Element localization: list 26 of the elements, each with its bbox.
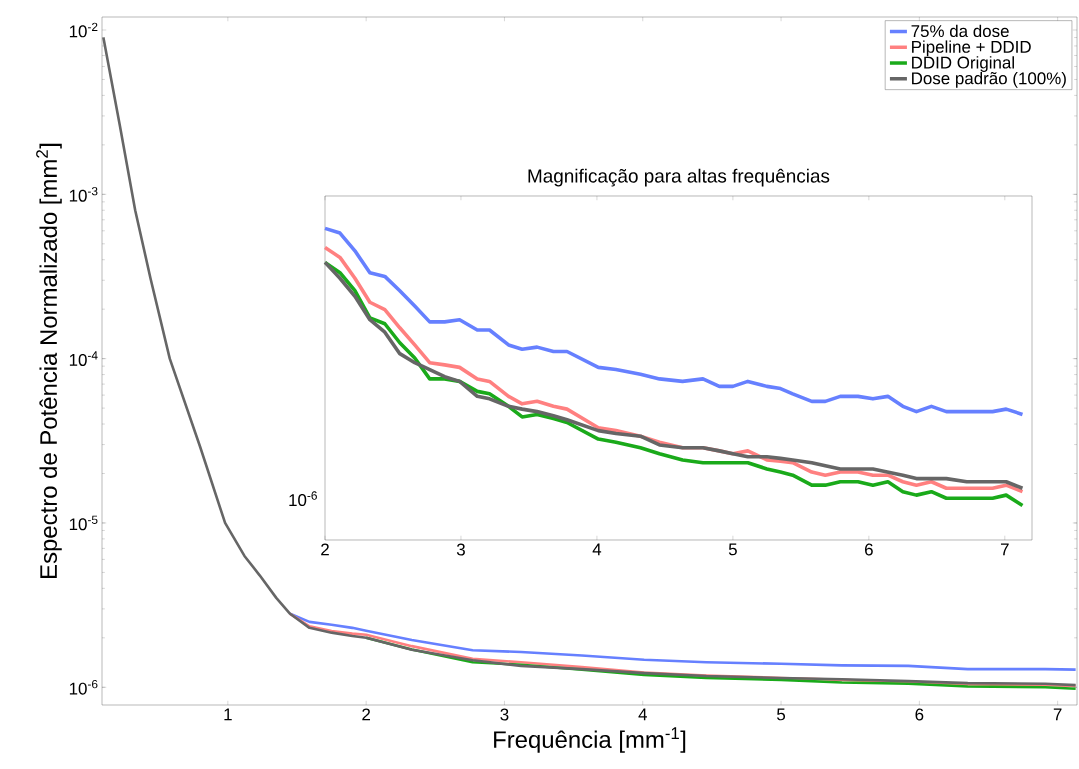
legend-label: Pipeline + DDID [912, 40, 1031, 57]
x-tick-label: 7 [1053, 708, 1062, 721]
x-axis-title: Frequência [mm$^{-1}$] [494, 727, 686, 753]
x-tick-label: 4 [638, 708, 647, 721]
y-tick-label: 10$^{-5}$ [69, 515, 98, 531]
x-tick-label: 1 [224, 708, 232, 721]
x-tick-label: 5 [728, 543, 737, 556]
x-tick-label: 7 [1000, 543, 1009, 556]
x-tick-label: 3 [456, 543, 465, 556]
y-tick-label: 10$^{-3}$ [69, 186, 98, 202]
legend-label: DDID Original [912, 56, 1014, 72]
x-tick-label: 2 [362, 708, 371, 721]
legend-label: 75% da dose [911, 24, 1009, 38]
y-tick-label: 10$^{-2}$ [69, 22, 98, 38]
x-tick-label: 3 [500, 708, 509, 721]
x-tick-label: 6 [915, 708, 924, 721]
y-tick-label: 10$^{-6}$ [69, 679, 98, 695]
chart-title: Magnificação para altas frequências [528, 168, 830, 187]
y-tick-label: 10$^{-4}$ [69, 351, 98, 366]
x-tick-label: 5 [777, 708, 786, 721]
x-tick-label: 6 [865, 543, 873, 556]
x-tick-label: 4 [592, 543, 602, 556]
annotation: 10$^{-6}$ [289, 491, 317, 507]
legend-label: Dose padrão (100%) [912, 71, 1066, 88]
y-axis-title: Espectro de Potência Normalizado [mm$^{2}$] [36, 143, 62, 578]
x-tick-label: 2 [321, 543, 329, 556]
